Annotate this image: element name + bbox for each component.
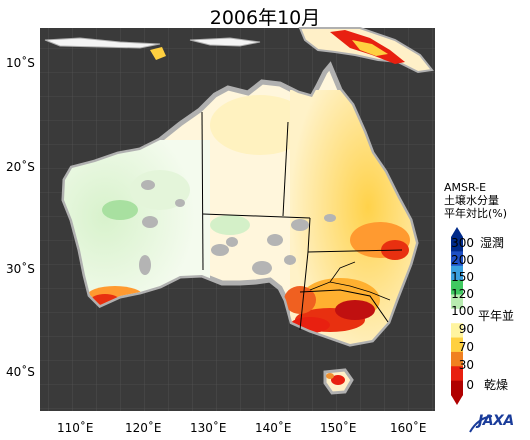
legend-tick-label: 100 — [451, 304, 474, 318]
legend-swatch — [451, 294, 463, 310]
lon-label-150e: 150˚E — [320, 420, 357, 435]
lon-label-110e: 110˚E — [57, 420, 94, 435]
legend-swatch — [451, 323, 463, 339]
legend-title-line-2: 土壌水分量 — [444, 194, 499, 207]
legend-tick-label: 200 — [451, 253, 474, 267]
lon-label-120e: 120˚E — [125, 420, 162, 435]
legend-wet-label: 湿潤 — [480, 235, 504, 250]
latitude-labels: 10˚S 20˚S 30˚S 40˚S — [6, 55, 35, 379]
legend-swatch — [451, 237, 463, 252]
legend-tick-label: 120 — [451, 287, 474, 301]
legend-swatch — [451, 251, 463, 267]
lat-label-30s: 30˚S — [6, 261, 35, 276]
legend-normal-label: 平年並 — [478, 309, 514, 323]
legend-tick-label: 70 — [459, 340, 474, 354]
new-guinea-landmass — [44, 27, 434, 74]
tasmania-landmass — [323, 368, 354, 395]
lat-label-20s: 20˚S — [6, 159, 35, 174]
legend-arrow-bottom — [451, 395, 463, 405]
legend-dry-label: 乾燥 — [484, 378, 508, 392]
legend-title-line-3: 平年対比(%) — [444, 207, 508, 220]
legend-tick-label: 0 — [466, 378, 474, 392]
legend-swatch — [451, 337, 463, 353]
legend-swatch — [451, 265, 463, 281]
lon-label-140e: 140˚E — [255, 420, 292, 435]
jaxa-logo-swoosh — [469, 415, 493, 433]
lat-label-10s: 10˚S — [6, 55, 35, 70]
legend-tick-label: 30 — [459, 358, 474, 372]
legend-title: AMSR-E 土壌水分量 平年対比(%) — [444, 181, 507, 220]
legend-title-line-1: AMSR-E — [444, 181, 487, 194]
lon-label-130e: 130˚E — [190, 420, 227, 435]
legend-swatch — [451, 351, 463, 367]
legend-arrow-top — [451, 227, 463, 237]
legend-swatch — [451, 366, 463, 382]
lat-label-40s: 40˚S — [6, 364, 35, 379]
jaxa-logo: JAXA — [478, 413, 514, 429]
legend-swatch — [451, 280, 463, 295]
legend-colorbar — [451, 227, 463, 405]
longitude-labels: 110˚E 120˚E 130˚E 140˚E 150˚E 160˚E — [57, 420, 427, 435]
page-title: 2006年10月 — [209, 7, 321, 29]
legend-swatch — [451, 380, 463, 396]
legend-tick-label: 150 — [451, 270, 474, 284]
legend-tick-label: 300 — [451, 236, 474, 250]
legend-swatch — [451, 308, 463, 324]
legend-tick-label: 90 — [459, 322, 474, 336]
lon-label-160e: 160˚E — [390, 420, 427, 435]
